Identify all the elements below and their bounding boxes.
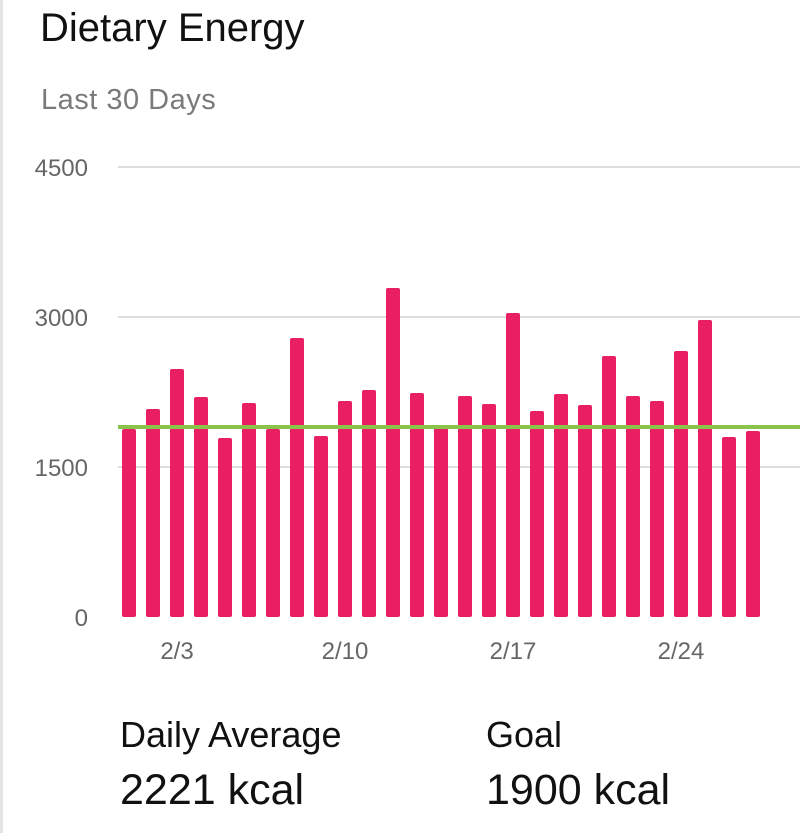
bar (602, 356, 616, 617)
bar (434, 427, 448, 617)
bar (194, 397, 208, 617)
x-tick-label: 2/10 (322, 638, 369, 665)
y-tick-label: 0 (75, 605, 88, 632)
bar (626, 396, 640, 617)
daily-average-value: 2221 kcal (120, 766, 305, 814)
bar (314, 436, 328, 617)
page-subtitle: Last 30 Days (41, 84, 217, 116)
x-tick-label: 2/17 (490, 638, 537, 665)
bar (122, 429, 136, 617)
bar (746, 431, 760, 617)
dietary-energy-chart: 0 1500 3000 4500 2/3 2/10 2/17 2/24 (35, 155, 800, 665)
bar (410, 393, 424, 617)
bar (578, 405, 592, 617)
goal-value: 1900 kcal (486, 766, 671, 814)
bar (530, 411, 544, 617)
bar (362, 390, 376, 617)
bar (290, 338, 304, 617)
x-tick-label: 2/24 (658, 638, 705, 665)
bar (338, 401, 352, 617)
bar (386, 288, 400, 617)
bar (170, 369, 184, 617)
bar (218, 438, 232, 617)
goal-label: Goal (486, 714, 563, 755)
x-tick-label: 2/3 (160, 638, 193, 665)
bar (554, 394, 568, 617)
bar (242, 403, 256, 617)
y-tick-label: 4500 (35, 155, 88, 182)
bar (266, 429, 280, 617)
y-tick-label: 3000 (35, 305, 88, 332)
bar (674, 351, 688, 617)
bar (458, 396, 472, 617)
bar (722, 437, 736, 617)
bar (698, 320, 712, 617)
bar (506, 313, 520, 617)
daily-average-label: Daily Average (120, 714, 342, 755)
y-tick-label: 1500 (35, 455, 88, 482)
page-title: Dietary Energy (40, 6, 305, 50)
panel-left-edge (0, 0, 3, 833)
bar (146, 409, 160, 617)
bar (482, 404, 496, 617)
bar (650, 401, 664, 617)
